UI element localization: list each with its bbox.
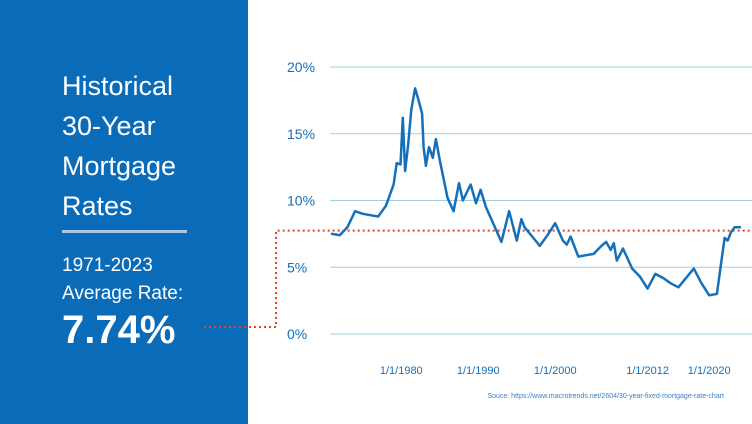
title-line: 30-Year: [62, 111, 156, 141]
title-panel: Historical 30-Year Mortgage Rates 1971-2…: [0, 0, 248, 424]
source-note: Souce: https://www.macrotrends.net/2604/…: [487, 393, 724, 400]
y-axis-ticks: 0% 5% 10% 15% 20%: [287, 59, 315, 342]
average-rate-marker: [204, 229, 752, 328]
gridlines: [330, 66, 752, 335]
series-group: [330, 87, 742, 297]
panel-divider: [62, 230, 187, 233]
x-axis-ticks: 1/1/1980 1/1/1990 1/1/2000 1/1/2012 1/1/2020: [380, 365, 731, 377]
x-tick-label: 1/1/1980: [380, 365, 423, 377]
y-tick-label: 15%: [287, 126, 315, 142]
series-line: [330, 87, 742, 297]
average-rate-label: Average Rate:: [62, 283, 184, 304]
x-tick-label: 1/1/1990: [457, 365, 500, 377]
chart-title: Historical 30-Year Mortgage Rates: [62, 66, 237, 226]
average-rate-line: [204, 229, 752, 328]
y-tick-label: 10%: [287, 193, 315, 209]
y-tick-label: 20%: [287, 59, 315, 75]
y-tick-label: 0%: [287, 326, 307, 342]
average-rate-value: 7.74%: [62, 308, 176, 352]
y-tick-label: 5%: [287, 259, 307, 275]
title-line: Historical: [62, 71, 174, 101]
x-tick-label: 1/1/2000: [534, 365, 577, 377]
title-line: Rates: [62, 191, 133, 221]
title-line: Mortgage: [62, 151, 177, 181]
period-label: 1971-2023: [62, 255, 153, 276]
x-tick-label: 1/1/2020: [688, 365, 731, 377]
x-tick-label: 1/1/2012: [626, 365, 669, 377]
